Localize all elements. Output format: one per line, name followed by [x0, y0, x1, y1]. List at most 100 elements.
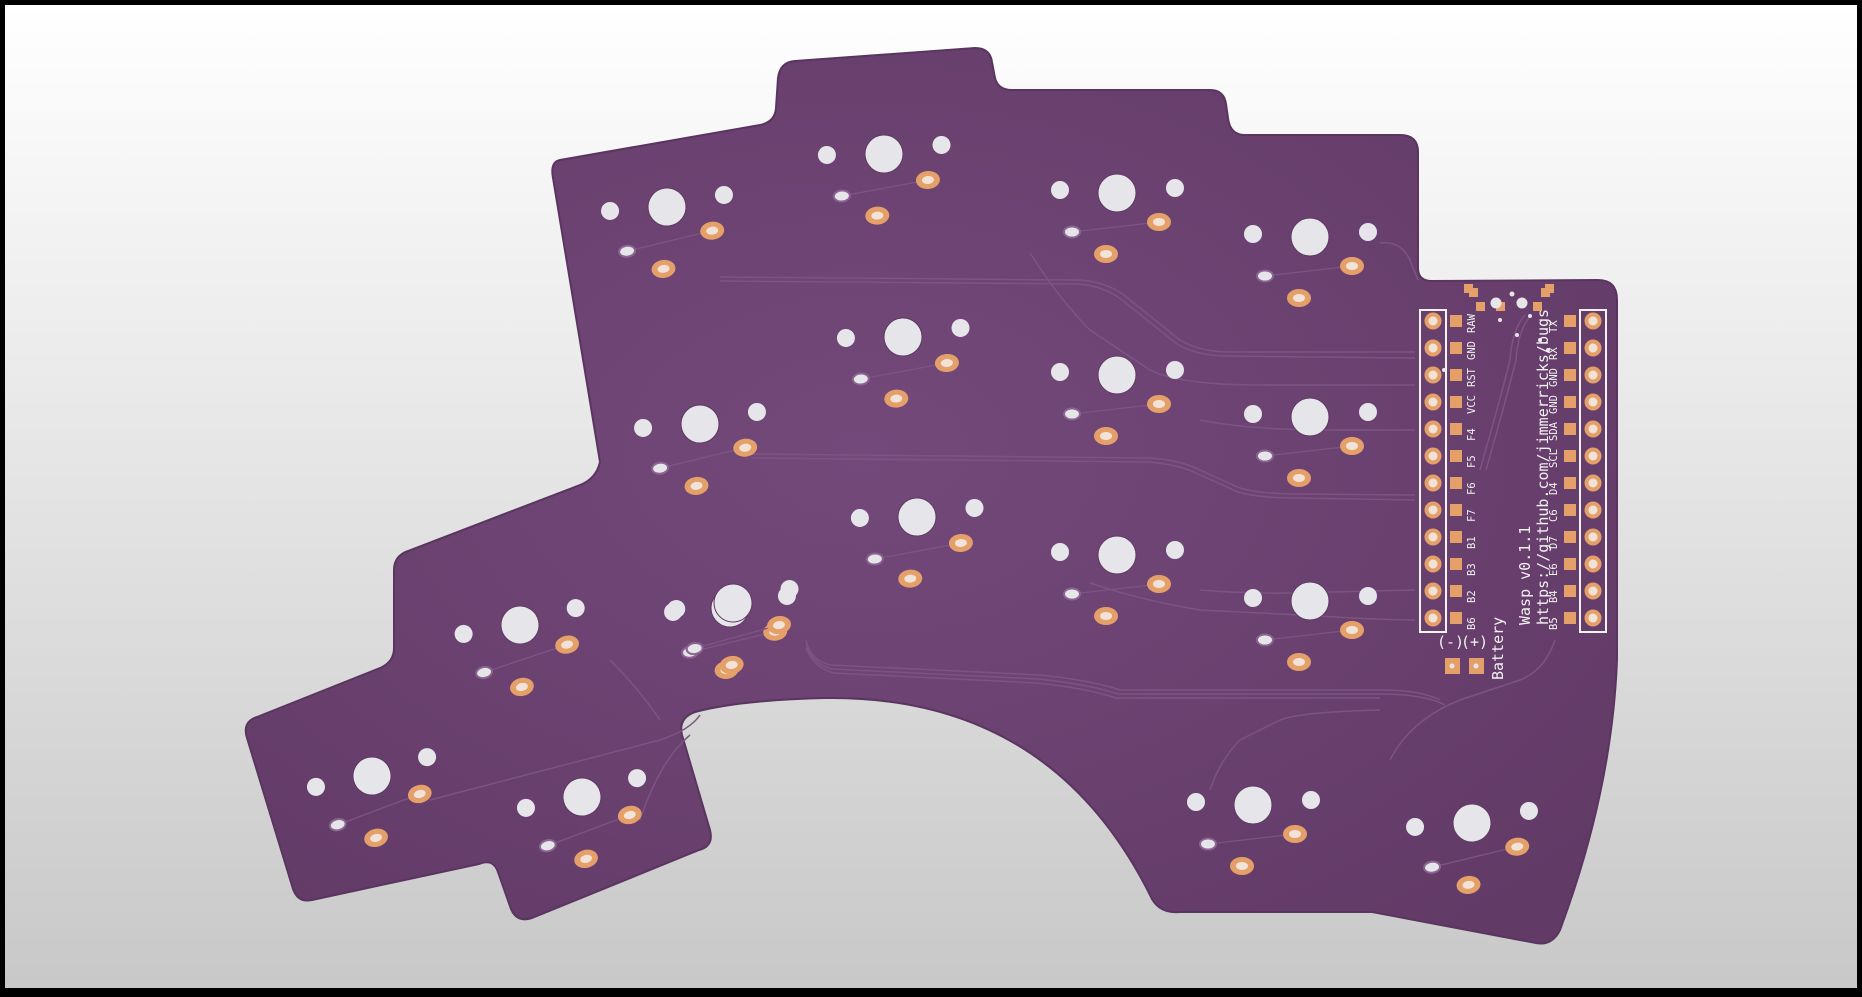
- mcu-right-jumper-pad[interactable]: [1564, 369, 1576, 381]
- mcu-left-jumper-pad[interactable]: [1450, 315, 1462, 327]
- switch-trace: [626, 230, 713, 252]
- switch-footprint: [1406, 801, 1538, 894]
- smd-pad[interactable]: [1464, 284, 1473, 293]
- switch-trace: [841, 179, 929, 197]
- diode-pad[interactable]: [851, 372, 870, 386]
- switch-mount-hole: [516, 798, 535, 817]
- diode-pad[interactable]: [475, 665, 494, 680]
- mcu-left-pin-hole: [1428, 505, 1438, 515]
- switch-center-hole: [1097, 173, 1137, 213]
- switch-pad-hole: [1236, 862, 1248, 870]
- mcu-right-jumper-pad[interactable]: [1564, 450, 1576, 462]
- diode-pad[interactable]: [865, 552, 884, 566]
- diode-pad[interactable]: [1063, 225, 1081, 239]
- copper-trace: [639, 734, 691, 821]
- smd-pad[interactable]: [1496, 302, 1505, 311]
- switch-mount-hole: [1051, 181, 1069, 199]
- switch-pad-hole: [706, 226, 719, 235]
- switch-mount-hole: [1166, 361, 1184, 379]
- mcu-right-jumper-pad[interactable]: [1564, 504, 1576, 516]
- mcu-pin-label: RX: [1548, 347, 1560, 360]
- mcu-left-jumper-pad[interactable]: [1450, 531, 1462, 543]
- mcu-left-jumper-pad[interactable]: [1450, 423, 1462, 435]
- mcu-pin-label: B5: [1548, 617, 1560, 630]
- mcu-left-jumper-pad[interactable]: [1450, 612, 1462, 624]
- diode-pad[interactable]: [538, 838, 557, 853]
- switch-pad-hole: [1100, 612, 1112, 620]
- switch-center-hole: [500, 605, 540, 645]
- mcu-right-jumper-pad[interactable]: [1564, 531, 1576, 543]
- mcu-right-jumper-pad[interactable]: [1564, 342, 1576, 354]
- diode-pad[interactable]: [328, 817, 347, 832]
- mcu-pin-label: D7: [1548, 536, 1560, 549]
- switch-mount-hole: [566, 599, 585, 618]
- mcu-left-jumper-pad[interactable]: [1450, 585, 1462, 597]
- diode-pad[interactable]: [1063, 407, 1081, 421]
- diode-pad[interactable]: [618, 244, 637, 258]
- mcu-right-jumper-pad[interactable]: [1564, 612, 1576, 624]
- switch-center-hole: [1290, 397, 1330, 437]
- mcu-right-pin-hole: [1588, 478, 1598, 488]
- switch-mount-hole: [1244, 405, 1262, 423]
- copper-trace: [719, 280, 1416, 359]
- smd-pad[interactable]: [1469, 288, 1478, 297]
- board-name-label: Wasp v0.1.1: [1516, 526, 1534, 625]
- mcu-right-jumper-pad[interactable]: [1564, 423, 1576, 435]
- diode-pad[interactable]: [1063, 587, 1081, 601]
- mcu-right-jumper-pad[interactable]: [1564, 396, 1576, 408]
- smd-pad[interactable]: [1476, 302, 1485, 311]
- mcu-left-pin-hole: [1428, 559, 1438, 569]
- switch-trace: [689, 631, 776, 653]
- copper-trace: [1089, 582, 1416, 621]
- mcu-pin-label: GND: [1548, 395, 1560, 414]
- mcu-left-jumper-pad[interactable]: [1450, 504, 1462, 516]
- switch-trace: [1264, 629, 1353, 641]
- diode-pad[interactable]: [1199, 837, 1217, 851]
- mcu-left-jumper-pad[interactable]: [1450, 396, 1462, 408]
- battery-plus-hole: [1473, 663, 1479, 669]
- switch-center-hole: [562, 777, 602, 817]
- mcu-left-jumper-pad[interactable]: [1450, 342, 1462, 354]
- diode-pad[interactable]: [1256, 449, 1274, 463]
- smd-pad[interactable]: [1541, 288, 1550, 297]
- mcu-right-jumper-pad[interactable]: [1564, 585, 1576, 597]
- diode-pad[interactable]: [651, 461, 670, 475]
- mcu-pin-label: SDA: [1548, 421, 1560, 441]
- switch-mount-hole: [951, 318, 970, 337]
- mcu-left-jumper-pad[interactable]: [1450, 558, 1462, 570]
- mcu-left-pin-hole: [1428, 586, 1438, 596]
- diode-pad[interactable]: [1256, 633, 1274, 647]
- via-hole: [1509, 291, 1515, 297]
- pcb-board[interactable]: [244, 47, 1618, 945]
- diode-pad[interactable]: [685, 641, 704, 656]
- switch-pad-hole: [623, 810, 636, 820]
- switch-mount-hole: [601, 201, 620, 220]
- via-hole: [1498, 318, 1502, 322]
- switch-pad-hole: [1153, 400, 1165, 408]
- mcu-left-jumper-pad[interactable]: [1450, 369, 1462, 381]
- switch-trace: [1071, 221, 1160, 233]
- mcu-left-pin-hole: [1428, 397, 1438, 407]
- copper-trace: [609, 659, 661, 721]
- mcu-left-header-outline: [1419, 309, 1447, 633]
- mcu-right-jumper-pad[interactable]: [1564, 477, 1576, 489]
- switch-pad-hole: [1346, 626, 1358, 634]
- diode-pad[interactable]: [832, 189, 851, 203]
- via-hole: [1546, 348, 1550, 352]
- mcu-right-jumper-pad[interactable]: [1564, 558, 1576, 570]
- mcu-left-jumper-pad[interactable]: [1450, 450, 1462, 462]
- switch-mount-hole: [836, 328, 855, 347]
- diode-pad[interactable]: [1423, 860, 1442, 874]
- switch-pad-hole: [1293, 294, 1305, 302]
- switch-pad-hole: [561, 640, 574, 649]
- mcu-right-jumper-pad[interactable]: [1564, 315, 1576, 327]
- mcu-left-jumper-pad[interactable]: [1450, 477, 1462, 489]
- switch-mount-hole: [780, 579, 799, 598]
- copper-trace: [719, 276, 1415, 353]
- via-hole: [1516, 297, 1528, 309]
- diode-pad[interactable]: [1256, 269, 1274, 283]
- mcu-pin-label: VCC: [1466, 395, 1478, 414]
- mcu-pin-label: GND: [1466, 341, 1478, 360]
- smd-pad[interactable]: [1533, 302, 1542, 311]
